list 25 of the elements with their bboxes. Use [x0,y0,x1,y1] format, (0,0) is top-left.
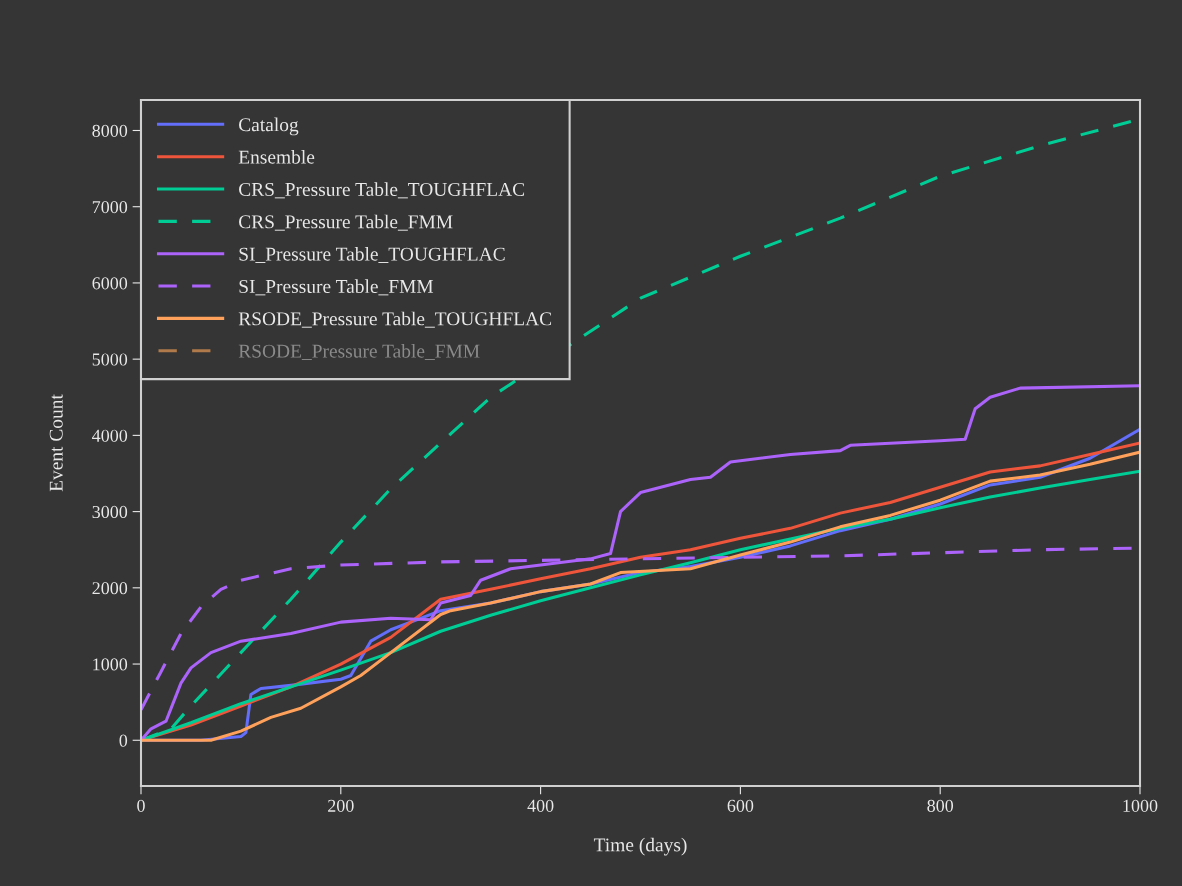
legend-label: Ensemble [238,150,315,164]
x-tick-label: 0 [137,799,145,812]
y-tick-label: 2000 [92,582,128,595]
y-tick-label: 3000 [92,505,128,519]
legend-label: Catalog [239,117,299,136]
legend-label: SI_Pressure Table_FMM [239,279,434,296]
y-tick-label: 1000 [93,658,128,671]
x-tick-label: 1000 [1123,799,1158,812]
x-tick-label: 800 [927,799,954,812]
x-tick-label: 600 [727,799,754,812]
y-tick-label: 5000 [92,353,128,366]
y-tick-label: 0 [119,734,128,747]
y-tick-label: 6000 [92,277,128,290]
x-tick-label: 200 [328,799,354,812]
legend-label: CRS_Pressure Table_FMM [239,214,453,231]
y-axis-title: Event Count [49,394,63,492]
legend-label: RSODE_Pressure Table_TOUGHFLAC [238,311,552,328]
y-tick-label: 7000 [92,200,128,214]
legend-label: RSODE_Pressure Table_FMM [238,344,480,361]
legend-label: CRS_Pressure Table_TOUGHFLAC [239,182,525,199]
y-tick-label: 8000 [92,124,128,137]
x-axis-title: Time (days) [593,837,687,856]
x-tick-label: 400 [527,799,554,812]
legend-label: SI_Pressure Table_TOUGHFLAC [239,247,505,264]
y-tick-label: 4000 [92,429,128,442]
